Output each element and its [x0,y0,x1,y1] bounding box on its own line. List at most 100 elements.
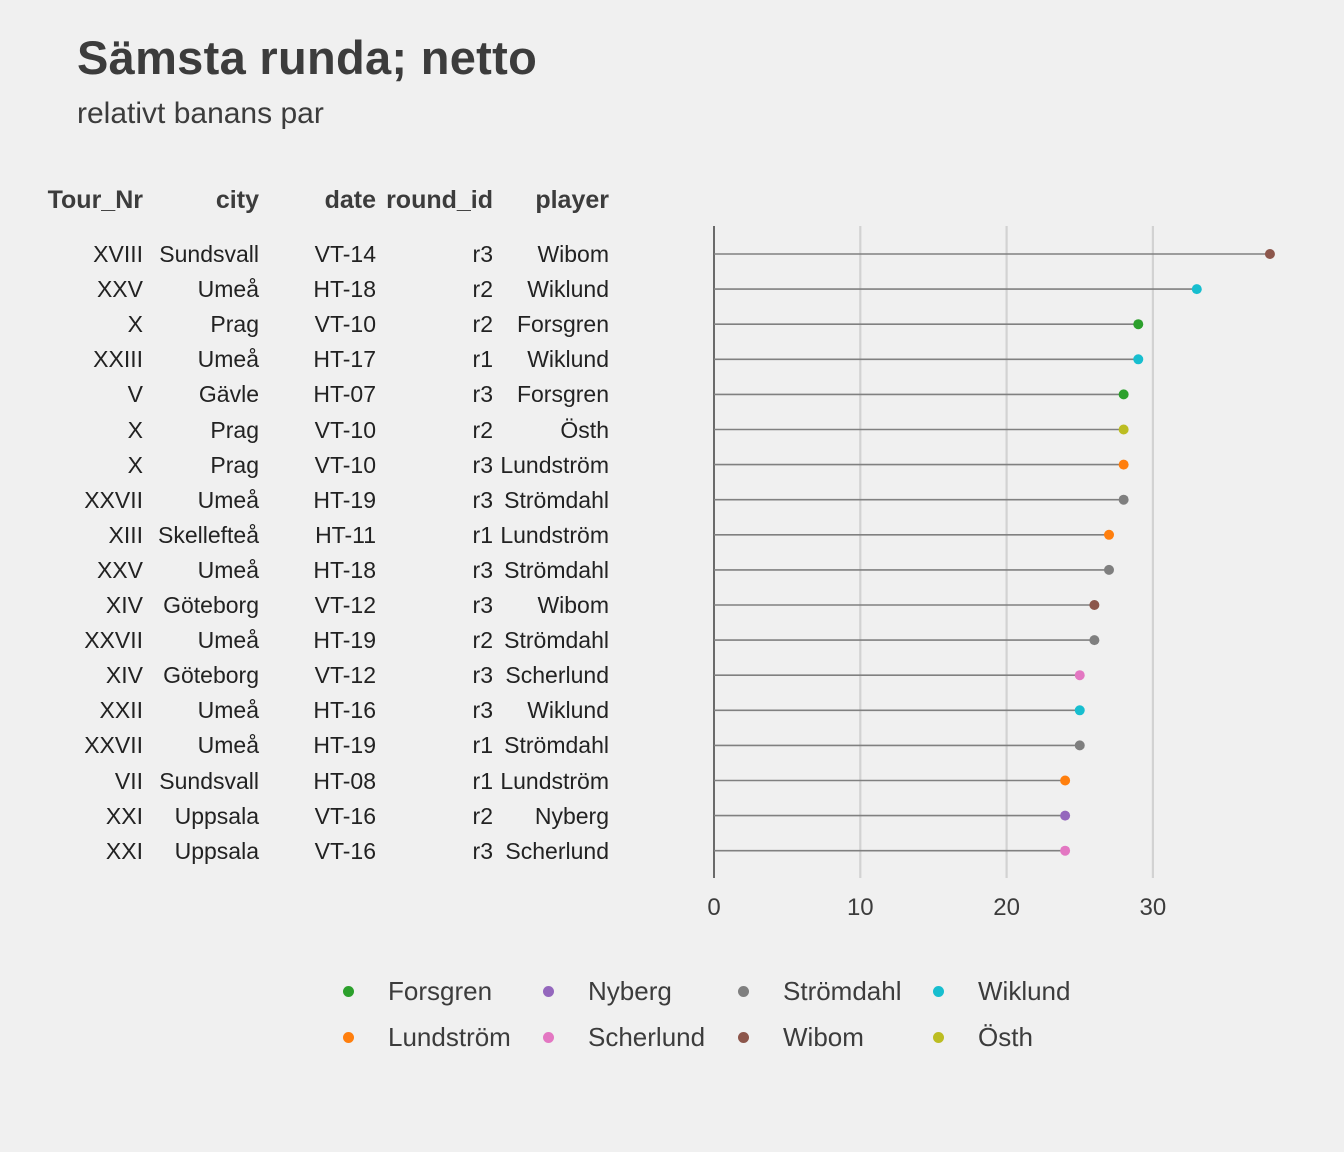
table-cell-city: Sundsvall [159,767,259,794]
table-cell-city: Uppsala [174,802,259,829]
table-cell-player: Strömdahl [504,556,609,583]
table-cell-date: HT-07 [313,381,376,408]
lollipop-point [1074,670,1085,681]
x-tick-label: 20 [993,894,1020,921]
table-cell-player: Wiklund [527,697,609,724]
legend: Forsgren Lundström Nyberg Scherlund Strömdah… [335,972,1095,1067]
legend-swatch [543,986,554,997]
column-header-player: player [535,186,609,214]
column-header-tour-nr: Tour_Nr [47,186,143,214]
table-cell-city: Prag [210,311,259,338]
table-cell-round-id: r3 [472,697,493,724]
lollipop-point [1264,249,1275,259]
table-cell-tour-nr: XXI [105,802,143,829]
table-cell-tour-nr: X [127,451,143,478]
table-cell-round-id: r2 [472,276,493,303]
legend-swatch [738,986,749,997]
table-cell-city: Umeå [197,486,259,513]
table-cell-date: HT-19 [313,486,376,513]
table-cell-round-id: r2 [472,802,493,829]
table-cell-player: Strömdahl [504,732,609,759]
table-cell-tour-nr: XXIII [93,346,143,373]
table-cell-player: Forsgren [516,381,609,408]
table-cell-tour-nr: XXVII [84,486,143,513]
table-cell-city: Göteborg [163,662,259,689]
table-cell-round-id: r3 [472,837,493,864]
lollipop-point [1118,424,1129,435]
table-cell-tour-nr: XXV [96,556,143,583]
table-cell-date: HT-18 [313,276,376,303]
table-cell-city: Umeå [197,732,259,759]
lollipop-point [1074,705,1085,716]
table-cell-date: HT-11 [315,521,376,548]
lollipop-point [1060,810,1071,821]
table-cell-player: Scherlund [505,837,609,864]
column-header-round-id: round_id [386,186,493,214]
table-cell-tour-nr: XXII [99,697,143,724]
table-cell-round-id: r3 [472,556,493,583]
lollipop-point [1074,740,1085,751]
lollipop-point [1060,775,1071,786]
table-cell-round-id: r3 [472,381,493,408]
table-cell-round-id: r3 [472,592,493,618]
table-cell-city: Gävle [198,381,259,408]
lollipop-point [1133,354,1144,365]
table-cell-city: Sundsvall [159,241,259,267]
table-cell-date: HT-16 [313,697,376,724]
legend-label: Lundström [388,1022,511,1052]
chart-title: Sämsta runda; netto [77,31,538,84]
table-cell-date: HT-17 [313,346,376,373]
legend-label: Forsgren [388,976,493,1006]
lollipop-point [1060,845,1071,856]
lollipop-point [1104,564,1115,575]
table-cell-round-id: r1 [472,767,493,794]
lollipop-point [1133,319,1144,330]
table-cell-tour-nr: X [127,311,143,338]
x-tick-label: 30 [1140,894,1167,921]
legend-swatch [933,1032,944,1043]
table-cell-tour-nr: XIV [105,592,143,618]
table-cell-date: VT-12 [314,662,376,689]
table-cell-tour-nr: XIII [108,521,143,548]
x-tick-label: 0 [707,894,720,921]
table-cell-player: Strömdahl [504,627,609,654]
lollipop-point [1089,600,1100,610]
legend-swatch [933,986,944,997]
table-cell-round-id: r1 [472,346,493,373]
table-cell-round-id: r1 [472,732,493,759]
table-cell-date: VT-10 [314,451,376,478]
table-cell-city: Umeå [197,697,259,724]
table-cell-date: VT-16 [314,837,376,864]
legend-label: Scherlund [588,1022,706,1052]
legend-label: Nyberg [588,976,672,1006]
legend-label: Strömdahl [783,976,902,1006]
table-cell-city: Skellefteå [157,521,259,548]
table-cell-player: Nyberg [534,802,609,829]
table-cell-date: VT-14 [314,241,376,267]
table-cell-player: Forsgren [516,311,609,338]
table-cell-tour-nr: XVIII [93,241,143,267]
x-tick-label: 10 [847,894,874,921]
column-header-city: city [215,186,259,214]
lollipop-point [1118,494,1129,505]
table-cell-tour-nr: XXVII [84,732,143,759]
table-cell-tour-nr: XIV [105,662,143,689]
table-cell-date: VT-16 [314,802,376,829]
lollipop-point [1118,389,1129,400]
table-cell-city: Umeå [197,346,259,373]
table-cell-tour-nr: XXI [105,837,143,864]
table-cell-player: Wibom [537,592,609,618]
chart-subtitle: relativt banans par [77,97,324,130]
table-cell-player: Wiklund [527,346,609,373]
table-cell-player: Wiklund [527,276,609,303]
table-cell-player: Strömdahl [504,486,609,513]
table-cell-date: HT-19 [313,732,376,759]
lollipop-point [1089,635,1100,646]
table-cell-date: VT-12 [314,592,376,618]
table-cell-round-id: r3 [472,486,493,513]
table-cell-city: Umeå [197,627,259,654]
table-cell-date: VT-10 [314,311,376,338]
table-cell-player: Östh [560,416,609,443]
table-cell-player: Wibom [537,241,609,267]
legend-swatch [543,1032,554,1043]
